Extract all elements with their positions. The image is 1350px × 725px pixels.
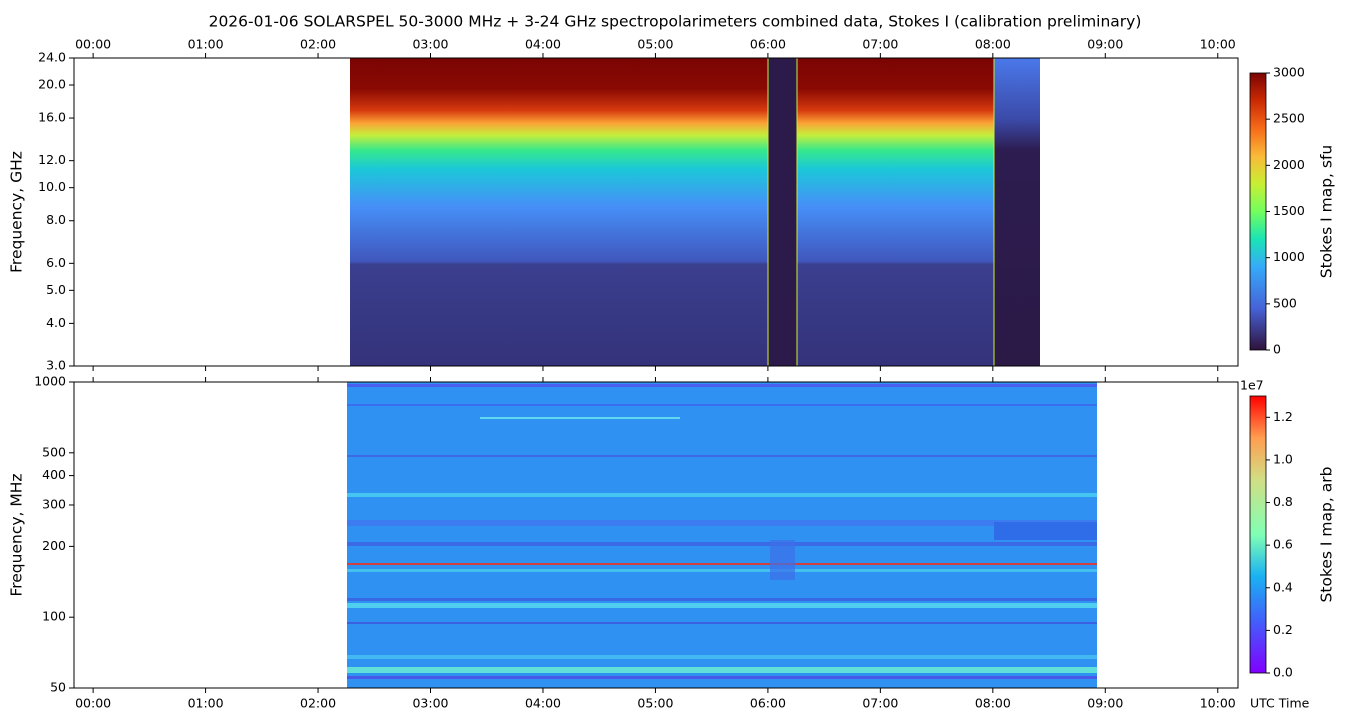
- y-tick-label: 500: [42, 444, 66, 459]
- y-axis-label: Frequency, MHz: [8, 473, 26, 596]
- x-tick-label: 03:00: [412, 696, 448, 711]
- y-tick-label: 10.0: [38, 179, 66, 194]
- x-axis-label: UTC Time: [1250, 696, 1310, 711]
- colorbar-label: Stokes I map, arb: [1318, 467, 1336, 603]
- colorbar-tick-label: 500: [1273, 295, 1297, 310]
- x-tick-label: 04:00: [525, 696, 561, 711]
- axes-frame: [73, 381, 1239, 689]
- colorbar-tick-label: 0.2: [1273, 622, 1293, 637]
- x-tick-label: 06:00: [750, 696, 786, 711]
- y-tick-label: 100: [42, 609, 66, 624]
- colorbar-offset: 1e7: [1240, 378, 1264, 393]
- colorbar-tick-label: 2000: [1273, 157, 1305, 172]
- x-tick-label: 10:00: [1200, 696, 1236, 711]
- x-tick-label: 08:00: [975, 696, 1011, 711]
- y-tick-label: 1000: [34, 374, 66, 389]
- x-tick-label: 07:00: [862, 696, 898, 711]
- y-tick-label: 6.0: [46, 255, 66, 270]
- y-tick-label: 8.0: [46, 212, 66, 227]
- y-tick-label: 50: [50, 680, 66, 695]
- axes-frame: [73, 57, 1239, 367]
- mhz-heatmap: [347, 382, 1097, 688]
- x-tick-label: 00:00: [75, 37, 111, 52]
- x-tick-label: 01:00: [188, 37, 224, 52]
- colorbar-tick-label: 1500: [1273, 203, 1305, 218]
- colorbar: [1249, 395, 1267, 674]
- y-axis-label: Frequency, GHz: [8, 151, 26, 273]
- colorbar-tick-label: 0.0: [1273, 665, 1293, 680]
- x-tick-label: 02:00: [300, 37, 336, 52]
- x-tick-label: 10:00: [1200, 37, 1236, 52]
- x-tick-label: 05:00: [637, 696, 673, 711]
- x-tick-label: 06:00: [750, 37, 786, 52]
- x-tick-label: 08:00: [975, 37, 1011, 52]
- x-tick-label: 05:00: [637, 37, 673, 52]
- x-tick-label: 01:00: [188, 696, 224, 711]
- x-tick-label: 09:00: [1087, 696, 1123, 711]
- y-tick-label: 4.0: [46, 315, 66, 330]
- x-tick-label: 00:00: [75, 696, 111, 711]
- ghz-heatmap: [350, 58, 1040, 366]
- colorbar-label: Stokes I map, sfu: [1318, 145, 1336, 279]
- x-tick-label: 09:00: [1087, 37, 1123, 52]
- colorbar-tick-label: 0.4: [1273, 579, 1293, 594]
- colorbar-tick-label: 2500: [1273, 111, 1305, 126]
- colorbar-tick-label: 1000: [1273, 249, 1305, 264]
- chart-title: 2026-01-06 SOLARSPEL 50-3000 MHz + 3-24 …: [209, 13, 1142, 31]
- y-tick-label: 300: [42, 496, 66, 511]
- x-tick-label: 03:00: [412, 37, 448, 52]
- y-tick-label: 20.0: [38, 77, 66, 92]
- colorbar-tick-label: 0: [1273, 342, 1281, 357]
- colorbar-tick-label: 1.0: [1273, 451, 1293, 466]
- y-tick-label: 200: [42, 538, 66, 553]
- y-tick-label: 24.0: [38, 50, 66, 65]
- x-tick-label: 07:00: [862, 37, 898, 52]
- y-tick-label: 12.0: [38, 152, 66, 167]
- colorbar-tick-label: 0.6: [1273, 537, 1293, 552]
- y-tick-label: 3.0: [46, 358, 66, 373]
- colorbar-tick-label: 3000: [1273, 65, 1305, 80]
- colorbar-tick-label: 0.8: [1273, 494, 1293, 509]
- x-tick-label: 02:00: [300, 696, 336, 711]
- y-tick-label: 5.0: [46, 282, 66, 297]
- y-tick-label: 16.0: [38, 110, 66, 125]
- colorbar: [1249, 72, 1267, 351]
- y-tick-label: 400: [42, 467, 66, 482]
- colorbar-tick-label: 1.2: [1273, 409, 1293, 424]
- x-tick-label: 04:00: [525, 37, 561, 52]
